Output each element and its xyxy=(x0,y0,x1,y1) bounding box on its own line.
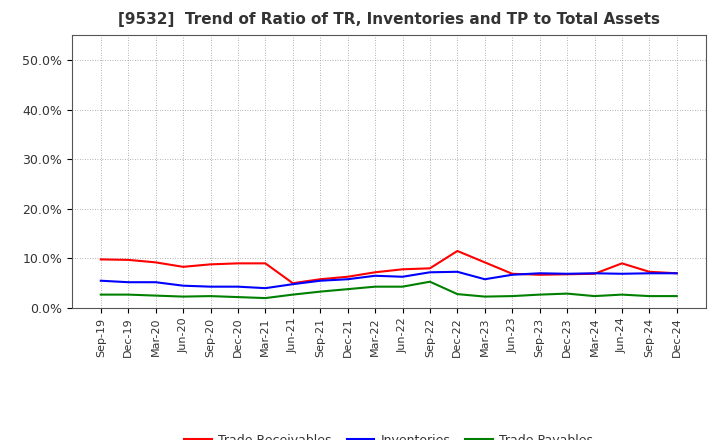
Trade Receivables xyxy=(672,271,681,276)
Inventories xyxy=(343,277,352,282)
Inventories xyxy=(480,277,489,282)
Trade Receivables xyxy=(618,261,626,266)
Trade Receivables xyxy=(508,271,516,276)
Trade Receivables xyxy=(453,248,462,253)
Trade Receivables xyxy=(371,270,379,275)
Trade Receivables xyxy=(289,281,297,286)
Inventories xyxy=(233,284,242,290)
Trade Payables xyxy=(96,292,105,297)
Inventories xyxy=(316,278,325,283)
Inventories xyxy=(151,279,160,285)
Trade Receivables xyxy=(480,260,489,265)
Inventories xyxy=(398,274,407,279)
Trade Receivables xyxy=(124,257,132,263)
Trade Payables xyxy=(563,291,572,296)
Trade Payables xyxy=(124,292,132,297)
Trade Payables xyxy=(618,292,626,297)
Inventories xyxy=(179,283,187,288)
Inventories xyxy=(563,271,572,276)
Trade Payables xyxy=(536,292,544,297)
Inventories xyxy=(289,282,297,287)
Trade Payables xyxy=(426,279,434,284)
Trade Payables xyxy=(672,293,681,299)
Trade Payables xyxy=(206,293,215,299)
Trade Payables xyxy=(590,293,599,299)
Inventories xyxy=(508,272,516,277)
Trade Payables xyxy=(453,291,462,297)
Trade Receivables xyxy=(398,267,407,272)
Trade Payables xyxy=(316,289,325,294)
Trade Payables xyxy=(398,284,407,290)
Trade Receivables xyxy=(426,266,434,271)
Inventories xyxy=(590,271,599,276)
Trade Payables xyxy=(233,294,242,300)
Line: Trade Receivables: Trade Receivables xyxy=(101,251,677,283)
Inventories xyxy=(426,270,434,275)
Trade Receivables xyxy=(316,277,325,282)
Inventories xyxy=(536,271,544,276)
Trade Receivables xyxy=(343,274,352,279)
Trade Payables xyxy=(179,294,187,299)
Inventories xyxy=(206,284,215,290)
Trade Receivables xyxy=(536,272,544,277)
Inventories xyxy=(645,271,654,276)
Trade Payables xyxy=(508,293,516,299)
Trade Payables xyxy=(343,286,352,292)
Trade Receivables xyxy=(96,257,105,262)
Inventories xyxy=(124,279,132,285)
Trade Payables xyxy=(371,284,379,290)
Trade Receivables xyxy=(590,271,599,276)
Inventories xyxy=(261,286,270,291)
Inventories xyxy=(371,273,379,279)
Line: Inventories: Inventories xyxy=(101,272,677,288)
Title: [9532]  Trend of Ratio of TR, Inventories and TP to Total Assets: [9532] Trend of Ratio of TR, Inventories… xyxy=(118,12,660,27)
Trade Receivables xyxy=(233,261,242,266)
Legend: Trade Receivables, Inventories, Trade Payables: Trade Receivables, Inventories, Trade Pa… xyxy=(179,429,598,440)
Trade Payables xyxy=(480,294,489,299)
Inventories xyxy=(618,271,626,276)
Trade Payables xyxy=(261,295,270,301)
Inventories xyxy=(453,269,462,275)
Trade Receivables xyxy=(563,271,572,277)
Trade Payables xyxy=(151,293,160,298)
Trade Receivables xyxy=(206,262,215,267)
Trade Receivables xyxy=(261,261,270,266)
Line: Trade Payables: Trade Payables xyxy=(101,282,677,298)
Trade Payables xyxy=(645,293,654,299)
Trade Receivables xyxy=(151,260,160,265)
Trade Receivables xyxy=(645,269,654,275)
Inventories xyxy=(672,271,681,276)
Trade Payables xyxy=(289,292,297,297)
Inventories xyxy=(96,278,105,283)
Trade Receivables xyxy=(179,264,187,269)
